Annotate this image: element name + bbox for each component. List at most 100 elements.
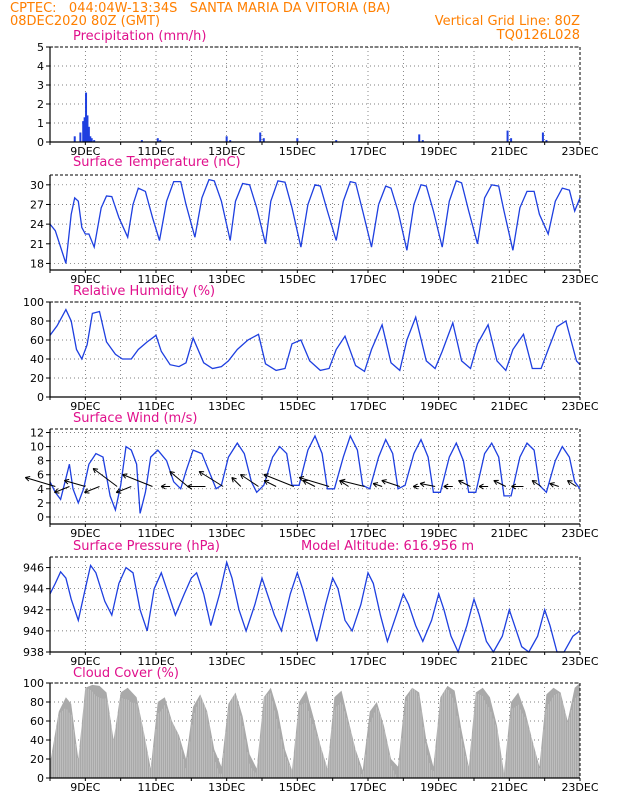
wind-vector-head xyxy=(240,474,244,480)
wind-vector-head xyxy=(372,483,377,488)
wind-vector xyxy=(458,480,471,487)
precip-bar xyxy=(259,132,262,142)
y-tick-label: 3 xyxy=(37,79,44,92)
x-tick-label: 17DEC xyxy=(349,273,386,286)
precip-bar xyxy=(89,136,92,142)
x-tick-label: 23DEC xyxy=(561,145,598,158)
x-tick-label: 17DEC xyxy=(349,781,386,794)
precip-bar xyxy=(229,140,232,142)
x-tick-label: 15DEC xyxy=(279,273,316,286)
wind-vector-head xyxy=(263,480,268,485)
wind-vector xyxy=(302,480,316,487)
x-tick-label: 13DEC xyxy=(208,655,245,668)
x-tick-label: 15DEC xyxy=(279,145,316,158)
wind-vector-head xyxy=(24,477,30,482)
series-line xyxy=(49,178,581,264)
wind-vector-head xyxy=(302,480,307,485)
wind-vector-head xyxy=(478,486,484,490)
precip-bar xyxy=(159,140,162,142)
wind-vector-head xyxy=(169,471,173,477)
x-tick-label: 19DEC xyxy=(420,145,457,158)
wind-vector-head xyxy=(511,483,517,487)
x-tick-label: 17DEC xyxy=(349,655,386,668)
x-tick-label: 9DEC xyxy=(70,781,100,794)
wind-vector-head xyxy=(231,477,234,483)
x-tick-label: 11DEC xyxy=(137,655,174,668)
precip-bar xyxy=(225,136,228,142)
wind-vector-head xyxy=(412,486,418,490)
x-tick-label: 21DEC xyxy=(491,527,528,540)
wind-vector-head xyxy=(64,478,70,481)
panel-title-precipitation: Precipitation (mm/h) xyxy=(73,29,207,44)
precip-bar xyxy=(510,138,513,142)
y-tick-label: 100 xyxy=(23,296,44,309)
wind-vector-head xyxy=(263,474,268,479)
model-altitude-note: Model Altitude: 616.956 m xyxy=(301,539,475,554)
wind-vector-head xyxy=(298,477,304,482)
x-tick-label: 21DEC xyxy=(491,655,528,668)
wind-vector xyxy=(567,480,577,487)
x-tick-label: 23DEC xyxy=(561,655,598,668)
wind-vector-head xyxy=(340,478,346,481)
series-line xyxy=(49,308,581,373)
y-tick-label: 21 xyxy=(30,238,44,251)
wind-vector-head xyxy=(63,480,69,485)
series-line xyxy=(49,559,581,654)
wind-vector xyxy=(116,486,132,493)
wind-vector-head xyxy=(187,483,193,487)
x-tick-label: 19DEC xyxy=(420,527,457,540)
wind-vector-head xyxy=(531,480,535,486)
precip-bar xyxy=(90,138,93,142)
x-tick-label: 13DEC xyxy=(208,781,245,794)
y-tick-label: 18 xyxy=(30,257,44,270)
x-tick-label: 23DEC xyxy=(561,527,598,540)
wind-vector-head xyxy=(84,488,89,493)
wind-vector-head xyxy=(169,471,175,473)
panel-title-wind: Surface Wind (m/s) xyxy=(73,411,198,426)
x-tick-label: 21DEC xyxy=(491,145,528,158)
x-tick-label: 11DEC xyxy=(137,781,174,794)
wind-vector-head xyxy=(263,473,269,475)
y-tick-label: 942 xyxy=(23,604,44,617)
wind-vector-head xyxy=(493,480,498,485)
precip-bar xyxy=(421,140,424,142)
y-tick-label: 2 xyxy=(37,497,44,510)
y-tick-label: 1 xyxy=(37,117,44,130)
panel-title-temperature: Surface Temperature (nC) xyxy=(73,155,241,170)
precip-bar xyxy=(85,92,88,142)
wind-vector-head xyxy=(198,471,203,477)
wind-vector-head xyxy=(25,475,31,478)
wind-vector xyxy=(231,477,242,487)
y-tick-label: 0 xyxy=(37,772,44,785)
y-tick-label: 4 xyxy=(37,483,44,496)
y-tick-label: 6 xyxy=(37,469,44,482)
x-tick-label: 9DEC xyxy=(70,400,100,413)
wind-vector-head xyxy=(381,479,387,481)
y-tick-label: 60 xyxy=(30,715,44,728)
wind-vector-head xyxy=(340,480,345,485)
precip-bar xyxy=(156,138,159,142)
y-tick-label: 20 xyxy=(30,372,44,385)
y-tick-label: 30 xyxy=(30,179,44,192)
y-tick-label: 0 xyxy=(37,391,44,404)
header-run-date: 08DEC2020 80Z (GMT) xyxy=(10,14,161,29)
wind-vector-head xyxy=(339,480,343,486)
wind-vector-head xyxy=(443,483,449,487)
y-tick-label: 40 xyxy=(30,734,44,747)
wind-vector xyxy=(198,471,224,487)
x-tick-label: 23DEC xyxy=(561,273,598,286)
y-tick-label: 944 xyxy=(23,583,44,596)
precip-bar xyxy=(262,138,265,142)
y-tick-label: 8 xyxy=(37,455,44,468)
x-tick-label: 17DEC xyxy=(349,527,386,540)
y-tick-label: 5 xyxy=(37,41,44,54)
series-line xyxy=(49,434,581,514)
y-tick-label: 0 xyxy=(37,136,44,149)
precip-bar xyxy=(87,126,90,142)
wind-vector-head xyxy=(187,486,193,490)
y-tick-label: 938 xyxy=(23,646,44,659)
y-tick-label: 940 xyxy=(23,625,44,638)
wind-vector xyxy=(122,474,153,487)
wind-vector xyxy=(381,480,400,487)
wind-vector xyxy=(531,480,542,487)
